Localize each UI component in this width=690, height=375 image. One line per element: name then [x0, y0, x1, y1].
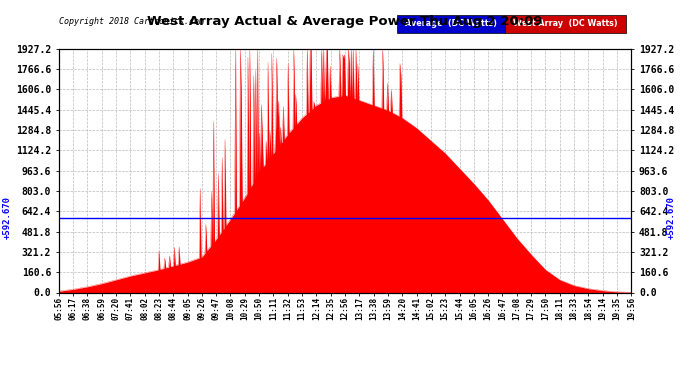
Text: +592.670: +592.670 [3, 196, 12, 239]
FancyBboxPatch shape [397, 15, 505, 33]
Text: West Array  (DC Watts): West Array (DC Watts) [513, 20, 618, 28]
Text: Copyright 2018 Cartronics.com: Copyright 2018 Cartronics.com [59, 17, 204, 26]
Text: Average  (DC Watts): Average (DC Watts) [405, 20, 497, 28]
Text: +592.670: +592.670 [667, 196, 676, 239]
Text: West Array Actual & Average Power Thu Aug 2 20:09: West Array Actual & Average Power Thu Au… [147, 15, 543, 28]
FancyBboxPatch shape [505, 15, 626, 33]
